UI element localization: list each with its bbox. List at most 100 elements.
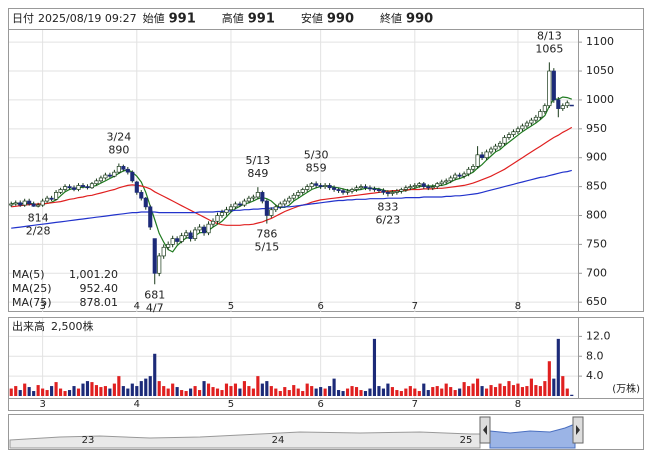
volume-bar: [476, 378, 480, 396]
volume-bar: [511, 385, 516, 396]
candle-body: [394, 190, 399, 193]
candle-body: [529, 119, 534, 124]
volume-bar: [467, 386, 471, 396]
header-text: 日付: [12, 12, 34, 25]
candle-body: [215, 215, 220, 222]
x-tick-label: 4: [134, 301, 140, 312]
candle-body: [565, 102, 570, 107]
volume-bar: [534, 385, 538, 396]
volume-bar: [121, 386, 125, 396]
volume-y-tick-label: 8.0: [586, 349, 604, 362]
candle-body: [237, 203, 242, 206]
candle-body: [412, 185, 417, 187]
candle-body: [471, 166, 476, 170]
candle-body: [251, 196, 256, 199]
volume-bar: [552, 378, 556, 396]
volume-bar: [139, 381, 143, 396]
header-text: 990: [327, 12, 354, 27]
volume-bar: [108, 388, 112, 396]
candle-body: [287, 197, 292, 202]
candle-body: [80, 185, 86, 187]
volume-bar: [471, 383, 475, 396]
volume-bar: [431, 387, 435, 396]
volume-bar: [224, 383, 229, 396]
candle-body: [282, 200, 287, 205]
candle-body: [358, 186, 364, 189]
candle-body: [408, 186, 413, 189]
candle-body: [421, 183, 426, 187]
volume-bar: [58, 388, 63, 396]
volume-bar: [41, 388, 45, 396]
candle-body: [157, 255, 162, 274]
x-tick-label: 4: [134, 399, 140, 410]
candle-body: [296, 192, 301, 196]
volume-bar: [292, 385, 296, 396]
candle-body: [134, 181, 139, 193]
annotation-date: 2/28: [26, 224, 51, 237]
volume-bar: [480, 386, 484, 396]
header-text: 991: [248, 12, 275, 27]
ma-legend-value: 1,001.20: [69, 268, 118, 281]
annotation-value: 1065: [535, 42, 563, 55]
volume-bar: [363, 391, 368, 396]
x-tick-label: 6: [317, 399, 323, 410]
candle-body: [309, 183, 314, 187]
candle-body: [332, 187, 337, 190]
candle-body: [457, 174, 462, 177]
y-tick-label: 900: [586, 151, 607, 164]
candle-body: [206, 223, 211, 234]
candle-body: [515, 128, 521, 133]
candle-body: [260, 192, 265, 202]
x-tick-label: 7: [412, 301, 418, 312]
y-tick-label: 1100: [586, 35, 614, 48]
ma-legend-name: MA(25): [12, 282, 52, 295]
volume-bar: [493, 387, 498, 396]
volume-bar: [328, 386, 332, 396]
volume-bar: [516, 383, 520, 396]
volume-bar: [67, 390, 72, 396]
candle-body: [475, 154, 480, 167]
volume-bar: [274, 388, 278, 396]
candle-body: [98, 177, 103, 182]
candle-body: [349, 189, 355, 192]
candle-body: [224, 209, 229, 213]
candle-body: [403, 187, 408, 190]
ma-legend-value: 878.01: [80, 296, 119, 309]
candle-body: [9, 203, 14, 206]
candle-body: [264, 200, 269, 216]
header-text: 990: [406, 12, 433, 27]
volume-latest: 2,500株: [51, 319, 94, 333]
volume-bar: [103, 386, 107, 396]
candle-body: [300, 189, 305, 193]
candle-body: [49, 197, 54, 200]
volume-bar: [45, 390, 49, 396]
annotation-value: 814: [28, 211, 49, 224]
candle-body: [269, 209, 274, 216]
volume-bar: [215, 388, 220, 396]
volume-bar: [484, 388, 489, 396]
volume-bar: [76, 388, 81, 396]
candle-body: [116, 166, 121, 173]
candle-body: [54, 192, 59, 200]
volume-bar: [162, 386, 166, 396]
volume-bar: [444, 383, 448, 396]
candle-body: [45, 197, 50, 202]
volume-bar: [435, 386, 439, 396]
volume-bar: [198, 390, 202, 396]
candle-body: [538, 111, 543, 118]
volume-bar: [90, 382, 94, 396]
volume-bar: [247, 386, 251, 396]
volume-bar: [202, 381, 206, 396]
volume-bar: [126, 388, 130, 396]
volume-bar: [458, 388, 462, 396]
volume-bar: [305, 383, 309, 396]
ma-legend-name: MA(75): [12, 296, 52, 309]
candle-body: [462, 173, 467, 177]
volume-bar: [278, 391, 282, 396]
volume-bar: [529, 378, 533, 396]
candle-body: [551, 70, 556, 101]
volume-bar: [171, 383, 175, 396]
volume-bar: [408, 386, 412, 396]
candle-body: [488, 148, 494, 153]
volume-bar: [462, 382, 466, 396]
